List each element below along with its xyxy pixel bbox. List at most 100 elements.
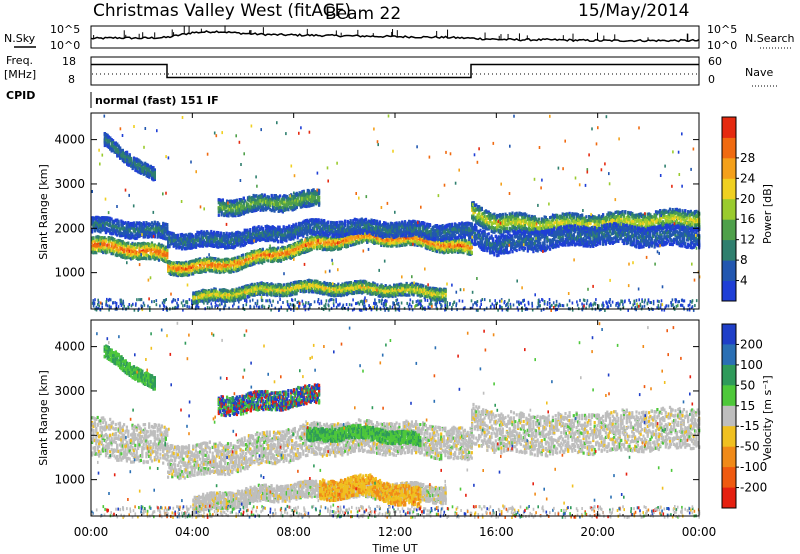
range-cell [342, 241, 345, 245]
range-cell [256, 249, 259, 253]
range-cell [103, 236, 106, 240]
range-cell [196, 267, 199, 271]
range-cell [291, 245, 294, 249]
range-cell [449, 243, 452, 247]
range-cell [201, 244, 204, 248]
range-cell [174, 243, 177, 247]
range-cell [387, 241, 390, 246]
range-cell [270, 259, 273, 263]
range-cell [238, 259, 241, 263]
range-cell [100, 227, 103, 231]
range-cell [286, 244, 289, 249]
range-cell [318, 238, 322, 242]
range-cell [199, 244, 202, 248]
range-cell [284, 246, 287, 250]
range-cell [217, 231, 220, 235]
range-cell [252, 262, 255, 266]
range-cell [208, 236, 211, 240]
range-cell [196, 258, 199, 262]
range-cell [247, 256, 250, 260]
range-cell [189, 267, 192, 271]
range-cell [292, 248, 295, 252]
range-cell [103, 249, 106, 253]
range-cell [236, 264, 239, 268]
range-cell [159, 232, 162, 237]
range-cell [139, 226, 142, 230]
range-cell [127, 245, 130, 249]
range-cell [352, 240, 355, 244]
range-cell [267, 256, 270, 260]
range-cell [441, 250, 444, 254]
range-cell [179, 265, 182, 269]
range-cell [98, 247, 101, 251]
range-cell [388, 241, 391, 246]
range-cell [159, 235, 162, 239]
range-cell [228, 240, 231, 244]
range-cell [124, 253, 127, 257]
range-cell [304, 247, 308, 251]
range-cell [238, 242, 241, 246]
range-cell [399, 239, 402, 243]
range-cell [118, 247, 122, 251]
range-cell [428, 240, 432, 244]
range-cell [225, 240, 228, 244]
range-cell [186, 246, 189, 250]
range-cell [109, 229, 112, 233]
range-cell [149, 233, 152, 237]
range-cell [295, 253, 298, 257]
range-cell [208, 266, 211, 270]
range-cell [408, 240, 411, 244]
range-cell [274, 257, 277, 261]
range-cell [335, 239, 338, 243]
range-cell [413, 234, 416, 239]
range-cell [185, 272, 188, 277]
range-cell [399, 243, 402, 247]
range-cell [438, 250, 441, 254]
range-cell [130, 226, 133, 230]
range-cell [137, 231, 140, 235]
range-cell [116, 243, 119, 247]
range-cell [127, 229, 130, 233]
range-cell [114, 248, 117, 252]
range-cell [194, 269, 198, 273]
range-cell [338, 247, 341, 251]
range-cell [380, 242, 383, 246]
range-cell [267, 253, 270, 257]
range-cell [207, 258, 210, 262]
range-cell [179, 233, 182, 237]
range-cell [369, 232, 372, 236]
range-cell [102, 250, 105, 255]
range-cell [124, 229, 127, 233]
range-cell [206, 262, 209, 266]
range-cell [194, 242, 198, 246]
range-cell [324, 245, 327, 249]
range-cell [465, 247, 468, 251]
range-cell [454, 244, 457, 248]
range-cell [218, 233, 221, 237]
nsky-trace [90, 30, 700, 43]
range-cell [138, 221, 141, 225]
range-cell [435, 249, 439, 254]
range-cell [282, 257, 285, 261]
range-cell [224, 233, 227, 237]
range-cell [288, 255, 291, 259]
range-cell [199, 239, 202, 244]
range-cell [169, 267, 172, 271]
range-cell [114, 218, 117, 222]
range-cell [371, 240, 374, 244]
range-cell [118, 253, 122, 257]
range-cell [116, 222, 119, 226]
station-title: Christmas Valley West (fitACF) [93, 1, 351, 21]
range-cell [210, 260, 213, 264]
range-cell [157, 232, 161, 236]
range-cell [153, 234, 156, 238]
range-cell [435, 240, 439, 244]
range-cell [182, 269, 185, 273]
range-cell [111, 221, 115, 225]
range-cell [107, 223, 110, 227]
range-cell [194, 245, 198, 249]
range-cell [225, 231, 228, 235]
range-cell [164, 222, 167, 226]
range-cell [180, 261, 184, 265]
range-cell [192, 241, 195, 246]
